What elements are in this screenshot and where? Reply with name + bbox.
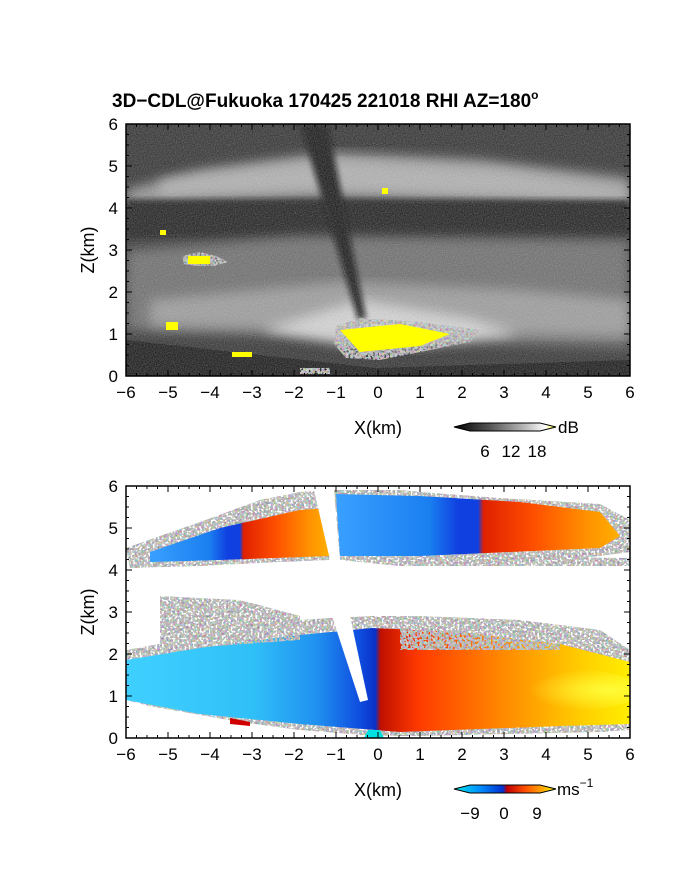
velocity-y-tick-label: 0 xyxy=(109,729,118,748)
velocity-axes: −6 −5 −4 −3 −2 −1 0 1 2 3 4 5 6 0 1 2 3 4 5 6 X(km) Z(km) xyxy=(78,477,635,800)
reflectivity-y-tick-label: 2 xyxy=(109,283,118,302)
velocity-colorbar-unit: ms−1 xyxy=(557,776,594,799)
velocity-x-axis-label: X(km) xyxy=(354,780,402,800)
title-text: 3D−CDL@Fukuoka 170425 221018 RHI AZ=180 xyxy=(112,91,531,112)
velocity-x-tick-label: 0 xyxy=(373,745,382,764)
velocity-x-tick-label: −6 xyxy=(116,745,135,764)
reflectivity-x-tick-label: −4 xyxy=(200,383,219,402)
velocity-y-tick-label: 1 xyxy=(109,687,118,706)
velocity-x-tick-label: −3 xyxy=(242,745,261,764)
reflectivity-x-axis-label: X(km) xyxy=(354,418,402,438)
velocity-x-tick-label: 2 xyxy=(457,745,466,764)
reflectivity-image xyxy=(126,124,630,376)
reflectivity-y-tick-label: 1 xyxy=(109,325,118,344)
reflectivity-x-tick-label: −1 xyxy=(326,383,345,402)
velocity-y-tick-label: 6 xyxy=(109,477,118,496)
velocity-x-tick-label: 3 xyxy=(499,745,508,764)
reflectivity-colorbar-ramp xyxy=(453,422,557,432)
reflectivity-x-tick-label: 4 xyxy=(541,383,550,402)
reflectivity-colorbar-tick: 18 xyxy=(528,442,547,461)
reflectivity-y-tick-label: 4 xyxy=(109,199,118,218)
velocity-colorbar-unit-exponent: −1 xyxy=(580,776,594,790)
reflectivity-colorbar-unit: dB xyxy=(558,418,579,437)
velocity-x-tick-label: 6 xyxy=(625,745,634,764)
velocity-x-tick-label: 1 xyxy=(415,745,424,764)
velocity-colorbar-unit-base: ms xyxy=(557,780,580,799)
reflectivity-x-tick-label: 3 xyxy=(499,383,508,402)
title-degree: o xyxy=(531,88,538,102)
velocity-colorbar-tick: −9 xyxy=(460,804,479,823)
velocity-x-tick-label: −2 xyxy=(284,745,303,764)
velocity-y-axis-label: Z(km) xyxy=(78,589,98,636)
reflectivity-colorbar: dB 6 12 18 xyxy=(453,418,579,461)
velocity-y-tick-label: 3 xyxy=(109,603,118,622)
reflectivity-axes: −6 −5 −4 −3 −2 −1 0 1 2 3 4 5 6 0 1 2 3 4 5 6 X(km) Z(km) xyxy=(78,115,635,438)
velocity-colorbar-ramp xyxy=(453,784,557,794)
figure-title: 3D−CDL@Fukuoka 170425 221018 RHI AZ=180o xyxy=(112,88,539,112)
reflectivity-x-tick-label: 5 xyxy=(583,383,592,402)
velocity-x-tick-label: −1 xyxy=(326,745,345,764)
reflectivity-x-tick-label: 1 xyxy=(415,383,424,402)
velocity-x-tick-label: −5 xyxy=(158,745,177,764)
velocity-y-tick-label: 2 xyxy=(109,645,118,664)
velocity-x-tick-label: −4 xyxy=(200,745,219,764)
reflectivity-y-tick-label: 3 xyxy=(109,241,118,260)
reflectivity-x-tick-label: −2 xyxy=(284,383,303,402)
reflectivity-y-tick-label: 0 xyxy=(109,367,118,386)
reflectivity-x-tick-label: −3 xyxy=(242,383,261,402)
reflectivity-x-tick-label: 2 xyxy=(457,383,466,402)
velocity-x-tick-label: 5 xyxy=(583,745,592,764)
reflectivity-x-tick-label: 6 xyxy=(625,383,634,402)
reflectivity-x-tick-label: −6 xyxy=(116,383,135,402)
velocity-colorbar-tick: 9 xyxy=(532,804,541,823)
reflectivity-y-tick-label: 5 xyxy=(109,157,118,176)
velocity-y-tick-label: 5 xyxy=(109,519,118,538)
reflectivity-x-tick-label: 0 xyxy=(373,383,382,402)
velocity-image xyxy=(126,490,630,738)
reflectivity-x-tick-label: −5 xyxy=(158,383,177,402)
reflectivity-y-tick-label: 6 xyxy=(109,115,118,134)
velocity-y-tick-label: 4 xyxy=(109,561,118,580)
velocity-x-tick-label: 4 xyxy=(541,745,550,764)
reflectivity-y-axis-label: Z(km) xyxy=(78,227,98,274)
reflectivity-colorbar-tick: 12 xyxy=(502,442,521,461)
velocity-colorbar: ms−1 −9 0 9 xyxy=(453,776,594,823)
velocity-lower-top-sparse xyxy=(160,596,560,650)
velocity-colorbar-tick: 0 xyxy=(499,804,508,823)
reflectivity-colorbar-tick: 6 xyxy=(480,442,489,461)
strong-echo xyxy=(160,188,480,374)
